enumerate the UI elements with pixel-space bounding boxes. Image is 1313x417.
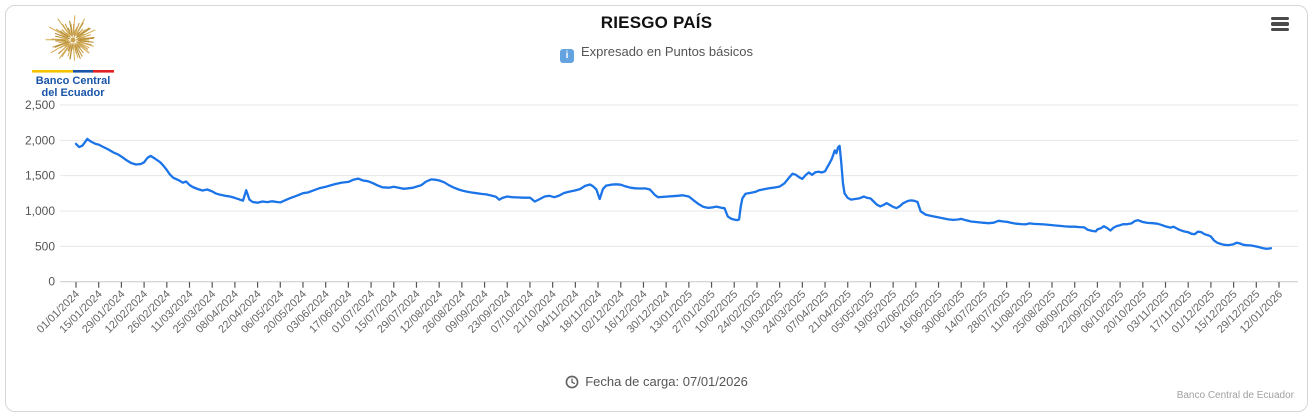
y-axis-label: 1,500 (25, 169, 55, 183)
sunburst-ray (69, 45, 73, 60)
sunburst-ray (67, 45, 71, 52)
sunburst-ray (55, 39, 67, 42)
sunburst-ray (54, 41, 68, 48)
sunburst-ray (61, 44, 71, 58)
sunburst-ray (54, 32, 71, 40)
load-date-text: Fecha de carga: 07/01/2026 (585, 374, 748, 389)
y-axis-label: 500 (35, 239, 55, 253)
sunburst-icon (45, 15, 96, 61)
chart-subtitle: i Expresado en Puntos básicos (0, 44, 1313, 63)
y-axis-label: 2,500 (25, 98, 55, 112)
hamburger-icon-bar (1271, 17, 1289, 21)
sunburst-ray (61, 42, 70, 52)
chart-subtitle-text: Expresado en Puntos básicos (581, 44, 753, 59)
x-axis-labels: 01/01/202415/01/202429/01/202412/02/2024… (35, 288, 1285, 335)
sunburst-center (70, 37, 76, 43)
bce-logo: Banco Central del Ecuador (18, 10, 128, 98)
sunburst-ray (61, 40, 70, 43)
sunburst-ray (59, 30, 70, 38)
sunburst-ray (79, 37, 95, 40)
sunburst-ray (78, 33, 85, 38)
logo-text-line1: Banco Central (35, 75, 111, 87)
y-axis-label: 2,000 (25, 133, 55, 147)
sunburst-ray (69, 20, 73, 37)
hamburger-icon-bar (1271, 27, 1289, 31)
x-axis-ticks (75, 282, 1280, 288)
sunburst-ray (79, 41, 92, 46)
clock-icon (565, 375, 579, 388)
sunburst-ray (61, 29, 71, 39)
sunburst-ray (74, 18, 86, 37)
sunburst-ray (76, 31, 80, 36)
y-axis-labels: 0 500 1,000 1,500 2,000 2,500 (25, 98, 55, 289)
load-date: Fecha de carga: 07/01/2026 (0, 374, 1313, 389)
sunburst-ray (73, 22, 80, 38)
page-title: RIESGO PAÍS (600, 13, 713, 32)
sunburst-ray (76, 36, 95, 41)
sunburst-ray (68, 29, 73, 37)
sunburst-ray (78, 42, 90, 49)
sunburst-ray (75, 45, 83, 57)
credits: Banco Central de Ecuador (1176, 390, 1294, 401)
series-line-riesgo-pais[interactable] (74, 137, 1273, 250)
sunburst-ray (76, 27, 91, 39)
sunburst-ray (76, 44, 81, 49)
sunburst-ray (73, 45, 78, 54)
sunburst-ray (77, 43, 90, 54)
sunburst-ray (79, 34, 92, 39)
export-menu-button[interactable] (1271, 17, 1289, 31)
y-axis-label: 1,000 (25, 204, 55, 218)
ecuador-flag-stripe (32, 70, 114, 73)
y-axis-label: 0 (48, 275, 55, 289)
info-icon: i (560, 49, 574, 63)
sunburst-ray (76, 41, 89, 50)
sunburst-ray (48, 26, 68, 38)
sunburst-ray (64, 43, 69, 47)
sunburst-ray (77, 40, 94, 43)
sunburst-ray (72, 46, 76, 61)
sunburst-ray (74, 44, 81, 59)
sunburst-ray (51, 38, 67, 41)
sunburst-ray (60, 37, 69, 40)
sunburst-ray (50, 42, 68, 54)
logo-text: Banco Central del Ecuador (18, 75, 128, 99)
logo-text-line2: del Ecuador (41, 86, 105, 99)
sunburst-ray (64, 23, 72, 36)
chart-card (5, 5, 1308, 412)
y-gridlines (60, 104, 1298, 283)
sunburst-ray (57, 18, 71, 37)
sunburst-ray (67, 45, 72, 57)
hamburger-icon-bar (1271, 22, 1289, 26)
